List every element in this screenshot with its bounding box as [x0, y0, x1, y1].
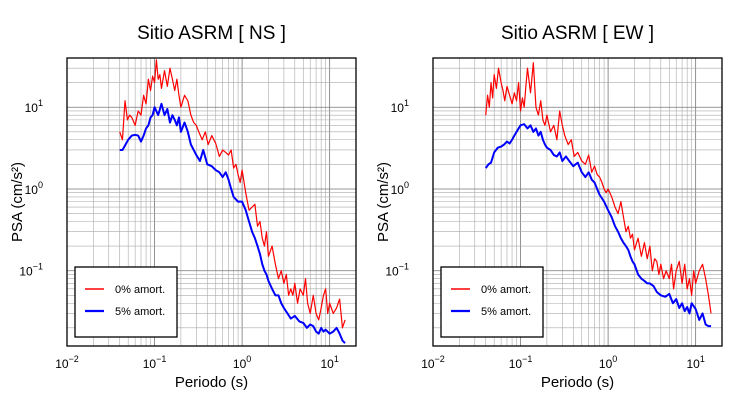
chart-panel-ns: 10−2 10−1 100 101 10−1 100 101 Sitio ASRM [ NS … [9, 23, 357, 391]
series-line-amort-0 [485, 62, 712, 314]
x-axis-label: Periodo (s) [541, 374, 614, 391]
grid [66, 57, 357, 346]
y-axis-label: PSA (cm/s²) [9, 162, 26, 242]
legend-box [440, 266, 544, 338]
x-tick-label: 100 [233, 354, 251, 371]
series-line-amort-5 [484, 123, 712, 328]
legend-label: 5% amort. [481, 306, 531, 318]
x-tick-label: 101 [320, 354, 338, 371]
legend-label: 5% amort. [115, 306, 165, 318]
x-tick-label: 101 [686, 354, 704, 371]
series-line-amort-5 [119, 102, 346, 344]
x-axis-label: Periodo (s) [175, 374, 248, 391]
legend-label: 0% amort. [115, 284, 165, 296]
legend-box [74, 266, 178, 338]
x-tick-label: 100 [599, 354, 617, 371]
legend: 0% amort. 5% amort. [74, 266, 178, 338]
y-tick-label: 100 [391, 180, 409, 197]
y-axis-label: PSA (cm/s²) [375, 162, 392, 242]
chart-title: Sitio ASRM [ NS ] [137, 23, 286, 44]
chart-panel-ew: 10−2 10−1 100 101 10−1 100 101 Sitio ASRM [ EW … [375, 23, 723, 391]
chart-title: Sitio ASRM [ EW ] [501, 23, 654, 44]
plot-frame [66, 57, 357, 347]
x-tick-label: 10−1 [143, 354, 167, 371]
plot-frame [432, 57, 723, 347]
y-tick-label: 10−1 [19, 262, 43, 279]
legend-label: 0% amort. [481, 284, 531, 296]
x-tick-label: 10−2 [55, 354, 79, 371]
y-tick-label: 100 [25, 180, 43, 197]
series-line-amort-0 [119, 59, 346, 329]
y-tick-label: 101 [391, 98, 409, 115]
y-tick-label: 101 [25, 98, 43, 115]
legend: 0% amort. 5% amort. [440, 266, 544, 338]
x-tick-label: 10−1 [509, 354, 533, 371]
x-tick-label: 10−2 [421, 354, 445, 371]
y-tick-label: 10−1 [385, 262, 409, 279]
